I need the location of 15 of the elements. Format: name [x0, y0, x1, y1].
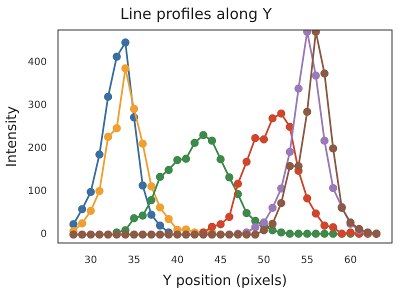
- x-tick-label: 50: [258, 254, 270, 266]
- x-tick-label: 55: [300, 254, 314, 266]
- x-tick-label: 60: [344, 254, 357, 266]
- chart-title: Line profiles along Y: [120, 4, 273, 23]
- y-tick-label: 400: [28, 56, 47, 68]
- x-tick-label: 35: [128, 254, 140, 266]
- x-axis-title: Y position (pixels): [162, 273, 288, 290]
- x-tick-label: 30: [84, 254, 98, 266]
- y-tick-label: 100: [28, 186, 47, 198]
- x-tick-label: 45: [214, 254, 227, 266]
- y-tick-label: 200: [28, 143, 47, 154]
- y-axis-title: Intensity: [4, 106, 20, 168]
- y-tick-label: 300: [28, 100, 47, 111]
- x-tick-label: 40: [170, 254, 184, 266]
- y-tick-label: 0: [40, 229, 47, 240]
